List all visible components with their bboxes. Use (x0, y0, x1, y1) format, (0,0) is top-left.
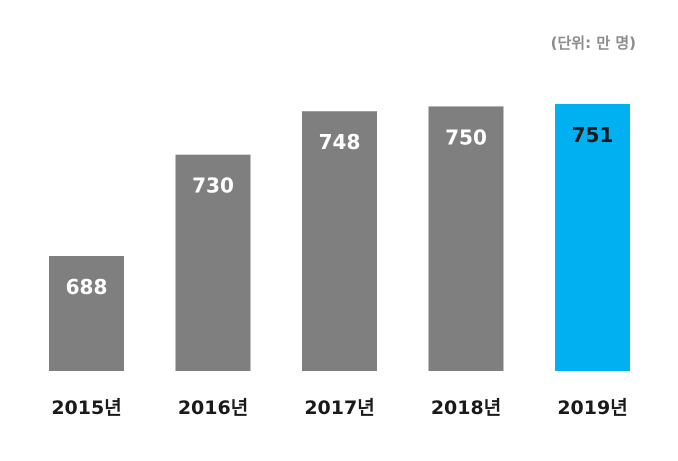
bars-group (49, 104, 630, 372)
bar-2015년 (49, 256, 124, 371)
category-label: 2017년 (304, 397, 374, 419)
category-label: 2015년 (51, 397, 121, 419)
bar-2018년 (428, 106, 504, 372)
category-label: 2019년 (557, 397, 627, 419)
category-labels-group: 2015년 2016년 2017년 2018년 2019년 (51, 397, 627, 419)
unit-label: (단위: 만 명) (551, 34, 636, 52)
value-label: 750 (445, 125, 487, 149)
category-label: 2018년 (431, 397, 501, 419)
value-labels-group: 688 730 748 750 751 (66, 123, 614, 299)
bar-2019년 (555, 104, 630, 371)
value-label: 748 (319, 130, 361, 154)
value-label: 688 (66, 275, 108, 299)
value-label: 751 (572, 123, 614, 147)
bar-2017년 (302, 111, 377, 371)
category-label: 2016년 (178, 397, 248, 419)
value-label: 730 (192, 174, 234, 198)
bar-2016년 (175, 154, 251, 371)
